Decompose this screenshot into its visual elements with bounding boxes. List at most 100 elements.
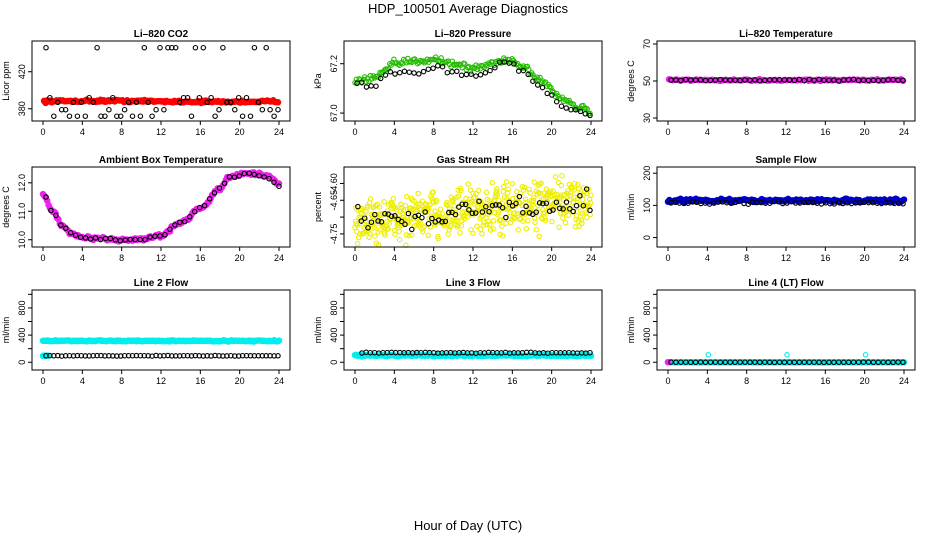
- point-raw: [511, 215, 518, 222]
- point-raw: [530, 195, 537, 201]
- point-avg: [831, 201, 838, 207]
- x-tick-label: 0: [40, 127, 45, 137]
- point-avg: [58, 222, 64, 228]
- x-tick-label: 0: [352, 127, 357, 137]
- point-avg: [392, 213, 398, 219]
- point-avg: [220, 44, 226, 51]
- point-avg: [875, 77, 882, 84]
- x-tick-label: 16: [507, 253, 517, 263]
- point-avg: [271, 113, 277, 119]
- point-avg: [47, 94, 53, 101]
- point-raw: [517, 190, 524, 197]
- point-avg: [482, 70, 489, 76]
- point-avg: [587, 349, 593, 356]
- data-points: [39, 336, 283, 360]
- panel-title: Line 4 (LT) Flow: [748, 278, 824, 289]
- point-raw: [449, 58, 456, 64]
- point-avg: [530, 78, 536, 84]
- y-tick-label: 400: [642, 328, 652, 343]
- panel-4: Ambient Box Temperature degrees C 0 4 8 12 16 2…: [1, 155, 291, 263]
- point-avg: [192, 44, 199, 51]
- point-raw: [499, 223, 505, 229]
- point-raw: [396, 228, 402, 235]
- point-raw: [490, 226, 496, 232]
- y-tick-label: 67.0: [329, 104, 339, 122]
- point-avg: [775, 198, 782, 205]
- point-raw: [536, 233, 542, 240]
- point-avg: [435, 63, 441, 69]
- panel-1: Li–820 CO2 Licor ppm 0 4 8 12 16 20 24 380 420: [1, 29, 291, 137]
- point-avg: [422, 209, 428, 215]
- point-avg: [416, 71, 422, 77]
- point-avg: [184, 94, 191, 101]
- y-tick-label: 12.0: [17, 174, 27, 192]
- point-avg: [520, 209, 526, 216]
- point-avg: [368, 83, 374, 89]
- point-avg: [388, 213, 395, 220]
- point-avg: [167, 226, 173, 232]
- point-avg: [177, 219, 183, 226]
- point-avg: [409, 226, 415, 233]
- point-avg: [373, 83, 379, 89]
- plot-frame: [656, 166, 916, 248]
- point-avg: [142, 236, 148, 243]
- point-raw: [485, 218, 492, 225]
- x-tick-label: 0: [352, 253, 357, 263]
- x-tick-label: 16: [820, 253, 830, 263]
- x-tick-label: 4: [80, 376, 85, 386]
- panel-title: Ambient Box Temperature: [99, 155, 224, 166]
- x-tick-label: 16: [195, 127, 205, 137]
- point-avg: [801, 77, 808, 84]
- point-avg: [125, 99, 132, 106]
- x-tick-label: 16: [195, 253, 205, 263]
- point-raw: [520, 218, 526, 224]
- point-raw: [392, 231, 398, 237]
- x-tick-label: 12: [468, 253, 478, 263]
- y-axis-label: ml/min: [626, 317, 636, 344]
- point-avg: [692, 77, 699, 83]
- panel-7: Line 2 Flow ml/min 0 4 8 12 16 20 24 0 400 800: [1, 278, 291, 386]
- point-raw: [571, 180, 578, 187]
- point-avg: [226, 174, 233, 180]
- point-avg: [72, 232, 79, 239]
- y-tick-label: 0: [329, 360, 339, 365]
- point-avg: [157, 44, 163, 51]
- point-avg: [577, 193, 583, 199]
- x-tick-label: 12: [781, 127, 791, 137]
- point-avg: [261, 174, 267, 180]
- point-avg: [106, 106, 112, 113]
- point-spikes: [784, 352, 790, 358]
- point-avg: [678, 359, 684, 365]
- point-raw: [483, 189, 490, 196]
- x-tick-label: 4: [80, 253, 85, 263]
- point-avg: [157, 233, 163, 239]
- x-tick-label: 20: [235, 253, 245, 263]
- point-avg: [439, 63, 446, 70]
- point-avg: [176, 99, 183, 106]
- point-raw: [522, 196, 529, 202]
- point-avg: [692, 359, 699, 366]
- point-avg: [454, 68, 460, 75]
- point-avg: [149, 113, 155, 119]
- point-raw: [565, 212, 572, 218]
- x-tick-label: 20: [235, 127, 245, 137]
- point-avg: [469, 210, 476, 217]
- panel-title: Li–820 Temperature: [739, 29, 833, 40]
- panel-6: Sample Flow ml/min 0 4 8 12 16 20 24 0 100 200: [626, 155, 916, 263]
- point-raw: [490, 218, 497, 224]
- point-raw: [366, 234, 372, 241]
- point-avg: [208, 94, 214, 101]
- point-avg: [821, 77, 827, 84]
- point-avg: [206, 196, 213, 202]
- point-avg: [466, 207, 472, 213]
- point-avg: [255, 99, 262, 106]
- x-tick-label: 8: [119, 127, 124, 137]
- point-raw: [415, 220, 422, 227]
- point-avg: [117, 113, 124, 119]
- x-tick-label: 4: [705, 376, 710, 386]
- point-raw: [542, 215, 548, 221]
- point-avg: [398, 218, 405, 225]
- point-avg: [355, 203, 361, 210]
- point-avg: [231, 174, 238, 180]
- point-raw: [560, 215, 566, 221]
